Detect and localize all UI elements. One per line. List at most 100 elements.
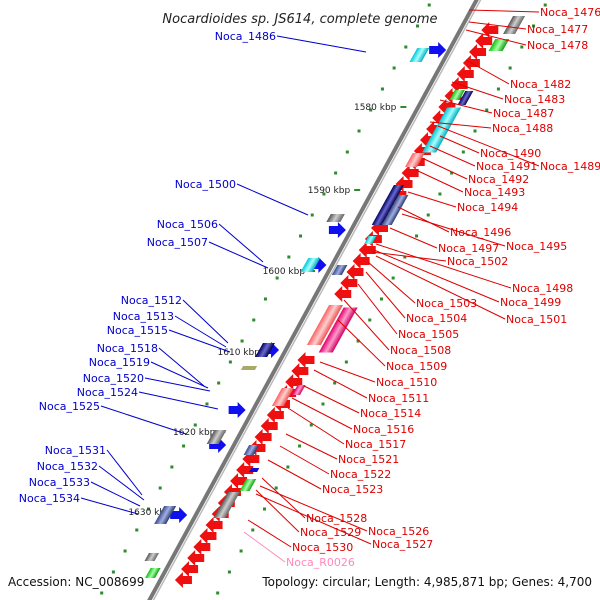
forward-label-leader <box>106 449 143 496</box>
track-dot <box>532 24 536 28</box>
forward-gene-label: Noca_1515 <box>107 324 168 337</box>
reverse-gene-arrow <box>266 407 284 423</box>
reverse-gene-label: Noca_1490 <box>480 147 541 160</box>
track-dot <box>543 3 547 7</box>
forward-label-leader <box>236 183 309 216</box>
track-dot <box>426 213 430 217</box>
reverse-gene-label: Noca_1499 <box>500 296 561 309</box>
reverse-label-leader <box>313 369 368 399</box>
reverse-gene-label: Noca_1526 <box>368 525 429 538</box>
track-dot <box>193 423 197 427</box>
gene-block <box>381 195 409 225</box>
track-dot <box>240 339 244 343</box>
track-dot <box>263 297 267 301</box>
reverse-label-leader <box>429 145 476 167</box>
track-dot <box>205 402 209 406</box>
reverse-gene-arrow <box>230 473 248 489</box>
track-dot <box>427 3 431 7</box>
reverse-gene-arrow <box>297 352 315 368</box>
reverse-gene-arrow <box>450 77 468 93</box>
reverse-label-leader <box>468 21 527 30</box>
reverse-gene-label: Noca_1517 <box>345 438 406 451</box>
reverse-gene-label: Noca_1504 <box>406 312 467 325</box>
forward-gene-label: Noca_1519 <box>89 356 150 369</box>
reverse-gene-label: Noca_1530 <box>292 541 353 554</box>
reverse-label-leader <box>401 213 506 247</box>
gene-block <box>326 214 345 222</box>
track-dot <box>239 549 243 553</box>
reverse-gene-arrow <box>401 165 419 181</box>
track-dot <box>404 45 408 49</box>
reverse-label-leader <box>375 255 506 320</box>
reverse-gene-arrow <box>236 462 254 478</box>
reverse-label-leader <box>373 249 500 303</box>
reverse-label-leader <box>421 157 468 180</box>
backbone <box>147 0 479 600</box>
reverse-gene-label: Noca_1498 <box>512 282 573 295</box>
track-dot <box>508 66 512 70</box>
reverse-gene-arrow <box>260 418 278 434</box>
reverse-label-leader <box>397 206 450 233</box>
track-dot <box>403 255 407 259</box>
gene-block <box>249 468 260 472</box>
rna-gene-label: Noca_R0026 <box>286 556 355 569</box>
gene-block <box>144 553 159 561</box>
track-dot <box>310 213 314 217</box>
forward-label-leader <box>218 223 264 263</box>
forward-gene-label: Noca_1524 <box>77 386 138 399</box>
reverse-label-leader <box>255 493 372 545</box>
kbp-tick-label: 1620 kbp <box>173 428 216 438</box>
forward-gene-label: Noca_1533 <box>29 476 90 489</box>
track-dot <box>368 318 372 322</box>
reverse-gene-arrow <box>187 550 205 566</box>
reverse-gene-arrow <box>481 22 499 38</box>
track-dot <box>344 360 348 364</box>
kbp-tick-label: 1580 kbp <box>354 103 397 113</box>
track-dot <box>461 150 465 154</box>
forward-label-leader <box>168 329 231 353</box>
reverse-gene-label: Noca_1494 <box>457 201 518 214</box>
track-dot <box>286 465 290 469</box>
rna-label-leader <box>243 531 286 563</box>
reverse-gene-label: Noca_1493 <box>464 186 525 199</box>
forward-gene-label: Noca_1532 <box>37 460 98 473</box>
track-dot <box>415 234 419 238</box>
reverse-gene-arrow <box>352 253 370 269</box>
track-dot <box>123 549 127 553</box>
track-dot <box>345 150 349 154</box>
reverse-gene-arrow <box>475 33 493 49</box>
track-dot <box>275 276 279 280</box>
forward-gene-arrow <box>429 42 447 58</box>
reverse-gene-arrow <box>199 528 217 544</box>
track-dot <box>322 192 326 196</box>
track-dot <box>416 24 420 28</box>
reverse-gene-label: Noca_1523 <box>322 483 383 496</box>
forward-label-leader <box>80 497 139 515</box>
forward-label-leader <box>276 35 367 53</box>
reverse-label-leader <box>303 385 360 414</box>
reverse-label-leader <box>465 29 527 46</box>
gene-block <box>331 265 348 275</box>
reverse-gene-label: Noca_1529 <box>300 526 361 539</box>
reverse-label-leader <box>261 477 306 519</box>
forward-gene-label: Noca_1512 <box>121 294 182 307</box>
forward-label-leader <box>182 299 229 344</box>
reverse-gene-label: Noca_1492 <box>468 173 529 186</box>
gene-block <box>409 48 430 62</box>
gene-block <box>457 91 474 105</box>
genome-decor: 1580 kbp 1590 kbp 1600 kbp 1610 kbp 1620 kbp… <box>100 0 547 600</box>
track-dot <box>158 486 162 490</box>
reverse-label-leader <box>439 99 493 114</box>
reverse-label-leader <box>259 485 368 532</box>
track-dot <box>274 486 278 490</box>
gene-block <box>318 307 358 353</box>
forward-gene-label: Noca_1506 <box>157 218 218 231</box>
reverse-label-leader <box>371 251 447 262</box>
reverse-gene-arrow <box>358 242 376 258</box>
track-dot <box>333 381 337 385</box>
reverse-label-leader <box>267 459 322 490</box>
reverse-gene-label: Noca_1496 <box>450 226 511 239</box>
gene-block <box>255 343 275 357</box>
track-dot <box>485 108 489 112</box>
forward-gene-label: Noca_1534 <box>19 492 80 505</box>
